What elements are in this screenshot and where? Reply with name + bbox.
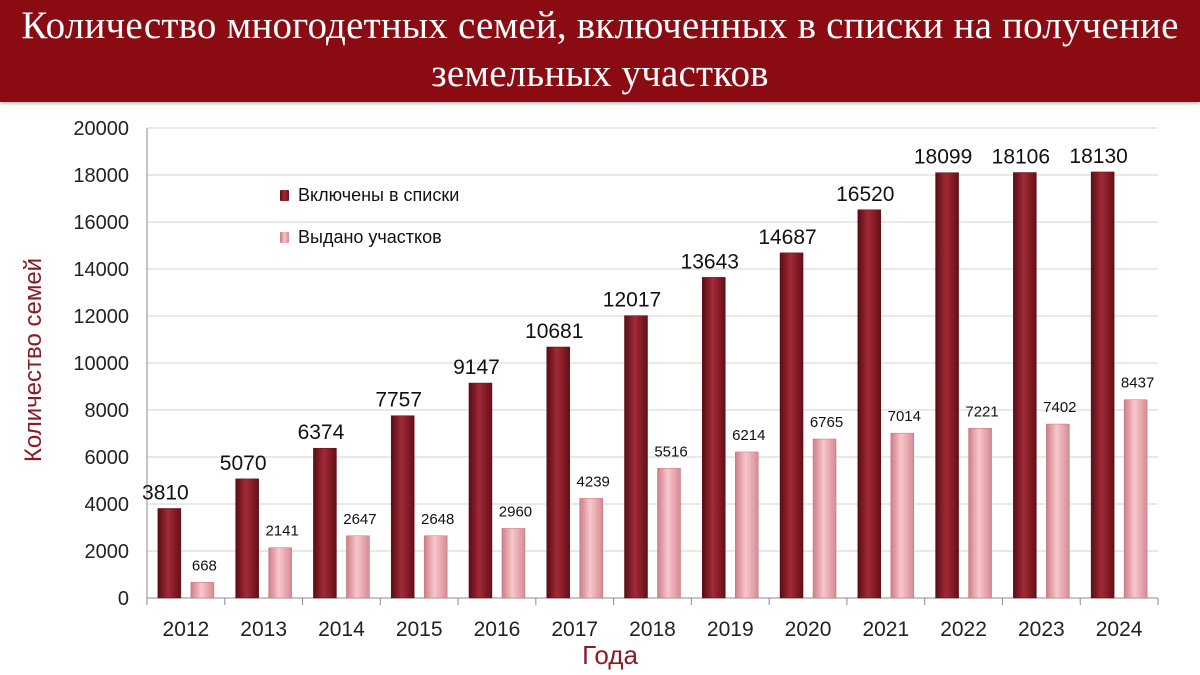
data-label-issued: 2648 [421, 511, 454, 528]
data-labels: 3810 668 5070 2141 6374 2647 7757 2648 9147 2960 1… [142, 145, 1154, 574]
x-tick-label: 2015 [396, 618, 443, 641]
legend-label-issued: Выдано участков [298, 226, 442, 247]
bar-issued [657, 468, 681, 599]
data-label-issued: 7014 [888, 408, 921, 425]
bars [157, 171, 1148, 599]
bar-issued [890, 432, 915, 599]
bar-issued [1046, 423, 1070, 599]
x-axis-title: Года [582, 640, 638, 670]
y-tick-label: 14000 [73, 259, 129, 281]
bar-issued [190, 582, 215, 599]
bar-included [624, 315, 648, 599]
bar-included [157, 508, 182, 599]
y-tick-label: 4000 [85, 494, 130, 516]
data-label-included: 18130 [1069, 145, 1127, 168]
x-tick-label: 2022 [940, 618, 987, 641]
data-label-included: 10681 [525, 320, 583, 343]
bar-included [935, 172, 959, 599]
bar-issued [735, 451, 759, 599]
data-label-issued: 2141 [265, 523, 298, 540]
bar-issued [268, 547, 292, 599]
y-tick-label: 18000 [73, 165, 129, 187]
data-label-included: 7757 [375, 389, 422, 412]
data-label-issued: 5516 [654, 443, 687, 460]
x-tick-label: 2013 [240, 618, 287, 641]
bar-issued [423, 535, 448, 599]
data-label-included: 9147 [453, 356, 500, 379]
x-tick-label: 2018 [629, 618, 676, 641]
data-label-issued: 4239 [577, 473, 610, 490]
bar-issued [812, 438, 837, 599]
data-label-issued: 668 [192, 557, 217, 574]
x-tick-label: 2014 [318, 618, 365, 641]
y-tick-label: 0 [118, 588, 129, 610]
data-label-issued: 8437 [1121, 375, 1154, 392]
data-label-issued: 2960 [499, 503, 532, 520]
y-tick-label: 8000 [85, 400, 130, 422]
bar-issued [1123, 399, 1148, 599]
bar-issued [579, 498, 603, 599]
x-tick-label: 2023 [1018, 618, 1065, 641]
bar-issued [501, 528, 526, 599]
data-label-included: 3810 [142, 481, 189, 504]
x-tick-label: 2020 [785, 618, 832, 641]
data-label-issued: 7402 [1043, 399, 1076, 416]
bar-included [779, 252, 804, 599]
y-axis-title: Количество семей [20, 257, 47, 463]
data-label-included: 5070 [220, 452, 267, 475]
bar-included [857, 209, 882, 599]
chart-title: Количество многодетных семей, включенных… [21, 4, 1179, 95]
bar-issued [968, 428, 992, 599]
bar-issued [346, 535, 370, 599]
bar-included [235, 478, 259, 599]
y-tick-label: 16000 [73, 212, 129, 234]
y-tick-label: 20000 [73, 118, 129, 140]
data-label-issued: 6765 [810, 414, 843, 431]
data-label-included: 16520 [836, 183, 894, 206]
data-label-included: 6374 [298, 421, 345, 444]
bar-included [546, 346, 570, 599]
legend-swatch-issued [280, 231, 289, 243]
data-label-included: 18099 [914, 146, 972, 169]
data-label-issued: 2647 [343, 511, 376, 528]
legend-label-included: Включены в списки [298, 184, 460, 205]
legend-item-issued: Выдано участков [280, 225, 459, 249]
legend-item-included: Включены в списки [280, 183, 459, 207]
bar-included [313, 447, 337, 599]
bar-included [702, 277, 726, 599]
data-label-included: 13643 [681, 250, 739, 273]
data-label-included: 14687 [758, 226, 816, 249]
x-tick-label: 2012 [163, 618, 210, 641]
bar-included [1090, 171, 1115, 599]
bar-included [468, 382, 493, 599]
data-label-issued: 7221 [965, 403, 998, 420]
y-tick-label: 12000 [73, 306, 129, 328]
x-tick-label: 2017 [551, 618, 598, 641]
x-tick-label: 2021 [862, 618, 909, 641]
x-tick-label: 2016 [474, 618, 521, 641]
y-tick-label: 6000 [85, 447, 130, 469]
data-label-issued: 6214 [732, 427, 765, 444]
y-tick-label: 2000 [85, 541, 130, 563]
title-banner: Количество многодетных семей, включенных… [0, 0, 1200, 102]
data-label-included: 12017 [603, 289, 661, 312]
y-tick-label: 10000 [73, 353, 129, 375]
bar-included [390, 415, 415, 599]
x-tick-label: 2024 [1096, 618, 1143, 641]
legend: Включены в списки Выдано участков [280, 183, 459, 267]
data-label-included: 18106 [992, 146, 1050, 169]
legend-swatch-included [280, 189, 289, 201]
x-tick-label: 2019 [707, 618, 754, 641]
bar-included [1013, 172, 1037, 599]
